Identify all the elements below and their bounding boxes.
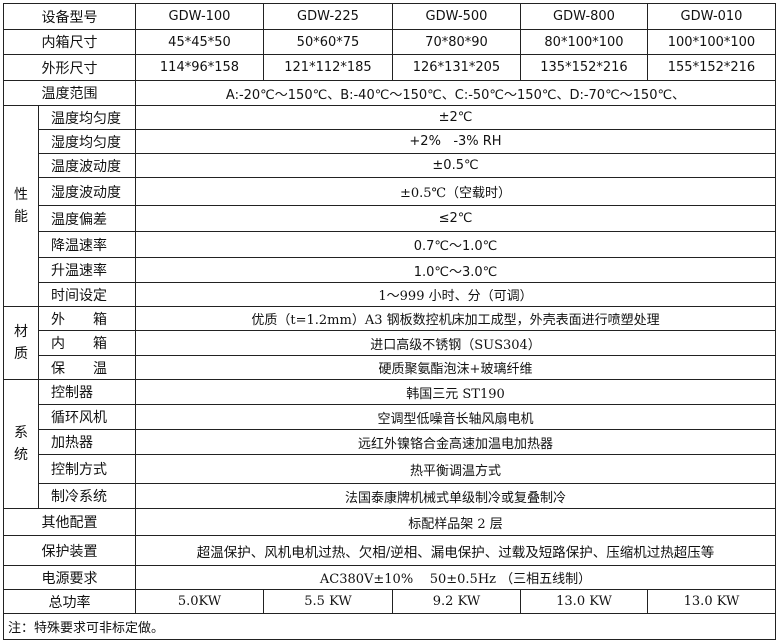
perf-row: 升温速率 1.0℃～3.0℃ xyxy=(4,257,776,283)
value-cell: ±0.5℃（空载时） xyxy=(135,177,776,206)
value-cell: 121*112*185 xyxy=(263,54,393,81)
row-label: 外形尺寸 xyxy=(3,54,136,81)
spec-table: 设备型号 GDW-100 GDW-225 GDW-500 GDW-800 GDW… xyxy=(3,3,776,640)
temp-range-row: 温度范围 A:-20℃～150℃、B:-40℃～150℃、C:-50℃～150℃… xyxy=(3,80,776,106)
value-cell: AC380V±10% 50±0.5Hz （三相五线制） xyxy=(135,565,776,590)
group-label-material: 材质 xyxy=(3,306,39,380)
value-cell: 空调型低噪音长轴风扇电机 xyxy=(135,404,776,430)
model-cell: GDW-225 xyxy=(263,3,393,30)
model-row: 设备型号 GDW-100 GDW-225 GDW-500 GDW-800 GDW… xyxy=(3,3,776,30)
value-cell: +2% -3% RH xyxy=(135,129,776,154)
value-cell: 1.0℃～3.0℃ xyxy=(135,257,776,283)
row-label: 总功率 xyxy=(3,589,136,614)
model-cell: GDW-010 xyxy=(647,3,776,30)
system-row: 控制方式 热平衡调温方式 xyxy=(4,454,776,484)
value-cell: 标配样品架 2 层 xyxy=(135,508,776,536)
row-label: 内 箱 xyxy=(38,330,136,356)
value-cell: 韩国三元 ST190 xyxy=(135,379,776,405)
value-cell: 5.5 KW xyxy=(263,589,393,614)
value-cell: A:-20℃～150℃、B:-40℃～150℃、C:-50℃～150℃、D:-7… xyxy=(135,80,776,106)
row-label: 湿度波动度 xyxy=(38,177,136,206)
value-cell: 进口高级不锈钢（SUS304） xyxy=(135,330,776,356)
value-cell: 法国泰康牌机械式单级制冷或复叠制冷 xyxy=(135,483,776,509)
perf-row: 时间设定 1～999 小时、分（可调） xyxy=(4,282,776,307)
perf-row: 温度波动度 ±0.5℃ xyxy=(4,153,776,178)
inner-size-row: 内箱尺寸 45*45*50 50*60*75 70*80*90 80*100*1… xyxy=(3,29,776,55)
row-label: 加热器 xyxy=(38,429,136,455)
row-label: 温度波动度 xyxy=(38,153,136,178)
value-cell: 126*131*205 xyxy=(392,54,521,81)
row-label: 保护装置 xyxy=(3,535,136,566)
model-cell: GDW-500 xyxy=(392,3,521,30)
value-cell: 超温保护、风机电机过热、欠相/逆相、漏电保护、过载及短路保护、压缩机过热超压等 xyxy=(135,535,776,566)
value-cell: ≤2℃ xyxy=(135,205,776,232)
protection-row: 保护装置 超温保护、风机电机过热、欠相/逆相、漏电保护、过载及短路保护、压缩机过… xyxy=(3,535,776,566)
value-cell: ±0.5℃ xyxy=(135,153,776,178)
row-label: 湿度均匀度 xyxy=(38,129,136,154)
system-row: 循环风机 空调型低噪音长轴风扇电机 xyxy=(4,404,776,430)
system-row: 加热器 远红外镍铬合金高速加温电加热器 xyxy=(4,429,776,455)
value-cell: 114*96*158 xyxy=(135,54,264,81)
row-label: 升温速率 xyxy=(38,257,136,283)
outer-size-row: 外形尺寸 114*96*158 121*112*185 126*131*205 … xyxy=(3,54,776,81)
material-row: 保 温硬质聚氨酯泡沫+玻璃纤维 xyxy=(4,355,776,380)
row-label: 控制方式 xyxy=(38,454,136,484)
row-label: 温度偏差 xyxy=(38,205,136,232)
value-cell: 热平衡调温方式 xyxy=(135,454,776,484)
model-cell: GDW-800 xyxy=(520,3,648,30)
group-label-system: 系统 xyxy=(3,379,39,509)
row-label: 电源要求 xyxy=(3,565,136,590)
material-row: 材质 外 箱 优质（t=1.2mm）A3 钢板数控机床加工成型，外壳表面进行喷塑… xyxy=(3,306,776,380)
value-cell: 45*45*50 xyxy=(135,29,264,55)
perf-row: 湿度均匀度 +2% -3% RH xyxy=(4,129,776,154)
value-cell: 13.0 KW xyxy=(520,589,648,614)
power-req-row: 电源要求 AC380V±10% 50±0.5Hz （三相五线制） xyxy=(3,565,776,590)
row-label: 控制器 xyxy=(38,379,136,405)
perf-row: 温度偏差 ≤2℃ xyxy=(4,205,776,232)
value-cell: 155*152*216 xyxy=(647,54,776,81)
value-cell: 远红外镍铬合金高速加温电加热器 xyxy=(135,429,776,455)
value-cell: 硬质聚氨酯泡沫+玻璃纤维 xyxy=(135,355,776,380)
group-label-performance: 性能 xyxy=(3,105,39,307)
row-label: 循环风机 xyxy=(38,404,136,430)
row-label: 保 温 xyxy=(38,355,136,380)
row-label: 外 箱 xyxy=(38,306,136,331)
value-cell: 1～999 小时、分（可调） xyxy=(135,282,776,307)
value-cell: 70*80*90 xyxy=(392,29,521,55)
value-cell: 5.0KW xyxy=(135,589,264,614)
perf-row: 湿度波动度 ±0.5℃（空载时） xyxy=(4,177,776,206)
other-row: 其他配置 标配样品架 2 层 xyxy=(3,508,776,536)
row-label: 温度范围 xyxy=(3,80,136,106)
row-label: 制冷系统 xyxy=(38,483,136,509)
value-cell: 优质（t=1.2mm）A3 钢板数控机床加工成型，外壳表面进行喷塑处理 xyxy=(135,306,776,331)
perf-row: 性能 温度均匀度 ±2℃ xyxy=(3,105,776,307)
note-row: 注：特殊要求可非标定做。 xyxy=(3,613,776,640)
value-cell: 9.2 KW xyxy=(392,589,521,614)
material-row: 内 箱进口高级不锈钢（SUS304） xyxy=(4,330,776,356)
value-cell: 135*152*216 xyxy=(520,54,648,81)
model-cell: GDW-100 xyxy=(135,3,264,30)
value-cell: 100*100*100 xyxy=(647,29,776,55)
system-row: 系统 控制器 韩国三元 ST190 xyxy=(3,379,776,509)
value-cell: 50*60*75 xyxy=(263,29,393,55)
value-cell: 13.0 KW xyxy=(647,589,776,614)
row-label: 内箱尺寸 xyxy=(3,29,136,55)
row-label: 降温速率 xyxy=(38,231,136,258)
value-cell: 80*100*100 xyxy=(520,29,648,55)
value-cell: 0.7℃～1.0℃ xyxy=(135,231,776,258)
perf-row: 降温速率 0.7℃～1.0℃ xyxy=(4,231,776,258)
total-power-row: 总功率 5.0KW 5.5 KW 9.2 KW 13.0 KW 13.0 KW xyxy=(3,589,776,614)
value-cell: ±2℃ xyxy=(135,105,776,130)
note-text: 注：特殊要求可非标定做。 xyxy=(3,613,776,640)
row-label: 时间设定 xyxy=(38,282,136,307)
row-label: 其他配置 xyxy=(3,508,136,536)
system-row: 制冷系统 法国泰康牌机械式单级制冷或复叠制冷 xyxy=(4,483,776,509)
row-label: 温度均匀度 xyxy=(38,105,136,130)
row-label: 设备型号 xyxy=(3,3,136,30)
